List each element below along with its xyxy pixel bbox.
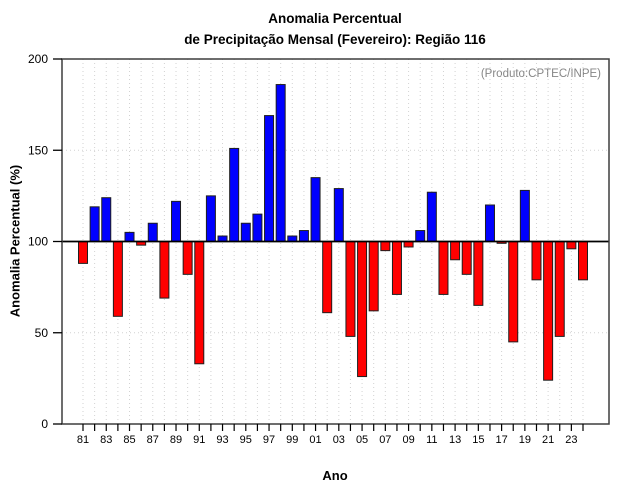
x-tick-label: 83 xyxy=(100,434,112,446)
chart-title-line2: de Precipitação Mensal (Fevereiro): Regi… xyxy=(184,31,486,47)
x-tick-label: 11 xyxy=(426,434,437,446)
bar-89 xyxy=(171,200,182,243)
bar-92 xyxy=(205,195,216,242)
bar-11 xyxy=(426,191,437,243)
bar-20 xyxy=(531,241,542,281)
bars xyxy=(78,84,588,381)
bar-21 xyxy=(543,241,554,381)
bar-05 xyxy=(357,241,368,378)
bar-87 xyxy=(147,222,158,242)
x-tick-label: 95 xyxy=(240,434,252,446)
bar-97 xyxy=(264,115,275,242)
chart-title: Anomalia Percentual de Precipitação Mens… xyxy=(30,9,640,50)
bar-95 xyxy=(240,222,251,242)
x-tick-label: 05 xyxy=(356,434,368,446)
bar-03 xyxy=(333,188,344,242)
bar-12 xyxy=(438,241,449,295)
x-axis: 81 83 85 87 89 91 93 95 97 99 01 03 05 07 09 11 13 15 17 19… xyxy=(77,424,584,446)
bar-14 xyxy=(461,241,472,275)
bar-24 xyxy=(578,241,588,281)
x-tick-label: 15 xyxy=(472,434,484,446)
x-tick-label: 13 xyxy=(449,434,461,446)
x-tick-label: 81 xyxy=(77,434,89,446)
x-tick-label: 89 xyxy=(170,434,182,446)
bar-85 xyxy=(124,231,135,242)
x-tick-label: 97 xyxy=(263,434,275,446)
bar-90 xyxy=(182,241,193,275)
bar-01 xyxy=(310,177,321,242)
bar-10 xyxy=(415,230,426,243)
x-tick-label: 21 xyxy=(542,434,554,446)
x-tick-label: 91 xyxy=(193,434,205,446)
bar-82 xyxy=(89,206,100,242)
x-tick-label: 85 xyxy=(123,434,135,446)
bar-07 xyxy=(380,241,391,252)
bar-84 xyxy=(112,241,123,317)
y-tick-label: 50 xyxy=(35,326,49,340)
bar-81 xyxy=(78,241,88,264)
chart-title-line1: Anomalia Percentual xyxy=(268,11,402,26)
bar-16 xyxy=(484,204,495,242)
x-tick-label: 09 xyxy=(402,434,414,446)
x-tick-label: 17 xyxy=(495,434,507,446)
bar-98 xyxy=(275,84,286,242)
bar-06 xyxy=(368,241,379,312)
y-tick-label: 150 xyxy=(28,143,48,157)
bar-04 xyxy=(345,241,356,337)
bar-96 xyxy=(252,213,263,242)
y-tick-label: 200 xyxy=(28,52,48,66)
y-tick-label: 0 xyxy=(41,417,48,431)
bar-18 xyxy=(508,241,519,343)
y-tick-label: 100 xyxy=(28,235,48,249)
bar-83 xyxy=(101,197,112,242)
x-tick-label: 23 xyxy=(565,434,577,446)
bar-15 xyxy=(473,241,484,306)
x-tick-label: 03 xyxy=(333,434,345,446)
x-tick-label: 93 xyxy=(216,434,228,446)
x-tick-label: 01 xyxy=(309,434,321,446)
bar-13 xyxy=(450,241,461,261)
bar-19 xyxy=(519,189,530,242)
bar-22 xyxy=(554,241,565,337)
bar-88 xyxy=(159,241,170,299)
x-tick-label: 19 xyxy=(519,434,531,446)
x-tick-label: 87 xyxy=(147,434,159,446)
vertical-gridlines xyxy=(82,59,584,424)
bar-00 xyxy=(298,230,309,243)
bar-91 xyxy=(194,241,205,365)
x-tick-label: 99 xyxy=(286,434,298,446)
bar-02 xyxy=(322,241,333,314)
x-tick-label: 07 xyxy=(379,434,391,446)
bar-08 xyxy=(391,241,402,295)
y-axis: 0 50 100 150 200 xyxy=(28,52,62,431)
bar-94 xyxy=(229,147,240,242)
x-axis-title: Ano xyxy=(322,468,348,483)
bar-23 xyxy=(566,241,577,250)
